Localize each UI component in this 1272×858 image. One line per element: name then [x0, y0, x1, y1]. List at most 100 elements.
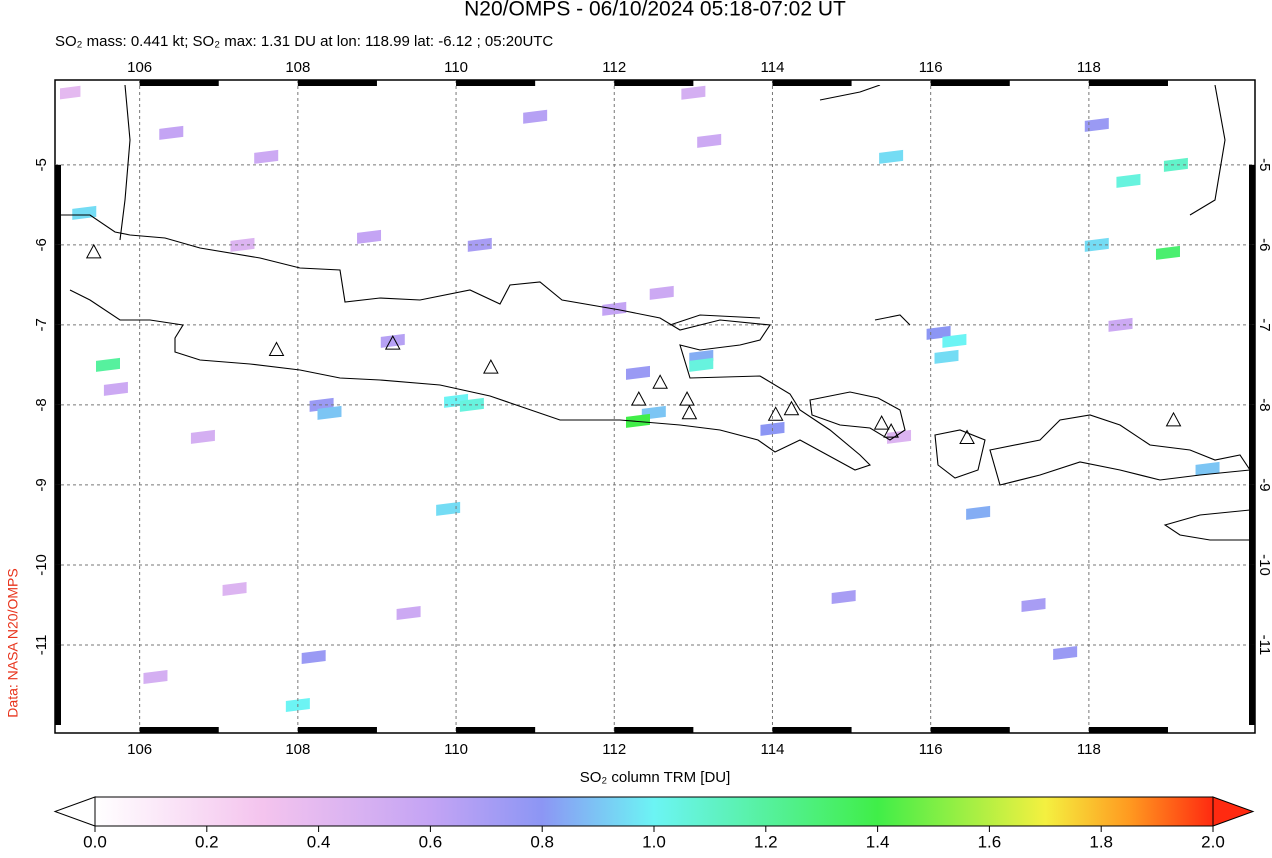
title: N20/OMPS - 06/10/2024 05:18-07:02 UT: [464, 0, 846, 21]
tick-bar: [930, 80, 1010, 86]
so2-pixel: [380, 333, 405, 348]
tick-bar: [55, 324, 61, 405]
tick-bar: [1088, 80, 1168, 86]
so2-pixel: [1084, 117, 1109, 132]
tick-bar: [55, 404, 61, 485]
tick-bar: [139, 727, 219, 733]
tick-bar: [297, 727, 377, 733]
so2-pixel: [222, 581, 247, 596]
y-tick-label-right: -10: [1256, 554, 1272, 576]
so2-pixel: [625, 365, 650, 380]
volcano: [630, 391, 647, 406]
so2-pixel: [190, 429, 215, 444]
tick-bar: [772, 727, 852, 733]
volcano: [652, 374, 668, 389]
volcano-layer: [85, 243, 1182, 445]
volcano: [681, 404, 698, 420]
colorbar-tick-label: 0.0: [83, 832, 107, 851]
volcano: [679, 391, 695, 406]
y-tick-label-right: -9: [1256, 478, 1272, 491]
pixel-layer: [60, 85, 1220, 712]
x-tick-label-top: 114: [761, 59, 785, 76]
so2-pixel: [95, 357, 120, 372]
tick-bar: [1249, 324, 1255, 405]
colorbar-label: SO₂ column TRM [DU]: [580, 769, 731, 786]
subtitle: SO₂ mass: 0.441 kt; SO₂ max: 1.31 DU at …: [55, 33, 553, 50]
colorbar-tick-label: 1.4: [866, 832, 890, 851]
so2-pixel: [942, 333, 967, 348]
so2-pixel: [159, 125, 184, 140]
so2-pixel: [1155, 245, 1180, 260]
x-tick-label-top: 118: [1077, 59, 1101, 76]
x-tick-label-bottom: 106: [127, 741, 152, 758]
tick-bar: [456, 727, 536, 733]
island-coasts: [669, 85, 1226, 326]
y-tick-label-left: -5: [33, 158, 50, 171]
volcano: [873, 415, 890, 430]
tick-bar: [1249, 644, 1255, 725]
so2-pixel: [103, 381, 128, 396]
tick-bar: [930, 727, 1010, 733]
lombok-coast: [934, 429, 986, 479]
y-tick-label-right: -11: [1256, 635, 1272, 656]
volcano: [483, 359, 499, 374]
colorbar-tick-label: 0.4: [307, 832, 331, 851]
tick-bar: [1249, 484, 1255, 565]
tick-bar: [55, 244, 61, 325]
colorbar-tick-label: 0.6: [419, 832, 443, 851]
tick-bar: [456, 80, 536, 86]
volcano: [959, 429, 975, 445]
colorbar-low-arrow: [53, 796, 96, 827]
so2-pixel: [523, 109, 548, 124]
y-tick-label-left: -9: [33, 478, 50, 491]
tick-bar: [297, 80, 377, 86]
sumba-coast: [1163, 509, 1250, 541]
so2-pixel: [879, 149, 904, 164]
so2-pixel: [1116, 173, 1141, 188]
x-tick-label-top: 112: [602, 59, 626, 76]
tick-bar: [614, 80, 694, 86]
y-tick-label-left: -7: [33, 318, 50, 331]
so2-pixel: [1195, 461, 1220, 476]
tick-bar: [1249, 244, 1255, 325]
colorbar-tick-label: 0.2: [195, 832, 219, 851]
colorbar: [94, 796, 1214, 827]
volcano: [268, 341, 285, 356]
sumbawa-coast: [989, 414, 1250, 486]
y-tick-label-left: -11: [33, 635, 50, 656]
so2-pixel: [1021, 597, 1046, 612]
so2-pixel: [467, 237, 492, 252]
colorbar-tick-label: 0.8: [530, 832, 554, 851]
java-coast: [60, 85, 872, 471]
x-tick-label-top: 116: [919, 59, 943, 76]
volcano: [1165, 411, 1182, 427]
so2-pixel: [436, 501, 461, 516]
colorbar-tick-label: 2.0: [1201, 832, 1225, 851]
tick-bar: [772, 80, 852, 86]
colorbar-tick-label: 1.6: [978, 832, 1002, 851]
tick-bar: [1249, 564, 1255, 645]
volcano: [883, 423, 899, 438]
so2-pixel: [1084, 237, 1109, 252]
credit: Data: NASA N20/OMPS: [5, 568, 21, 717]
y-tick-label-right: -6: [1256, 238, 1272, 251]
so2-pixel: [396, 605, 421, 620]
so2-pixel: [697, 133, 722, 148]
so2-pixel: [357, 229, 382, 244]
colorbar-tick-label: 1.8: [1089, 832, 1113, 851]
so2-pixel: [254, 149, 279, 164]
volcano: [384, 335, 401, 350]
tick-bar: [1088, 727, 1168, 733]
tick-bar: [1249, 164, 1255, 245]
tick-bar: [139, 80, 219, 86]
y-tick-label-left: -8: [33, 398, 50, 411]
x-tick-label-top: 106: [127, 59, 152, 76]
volcano: [767, 406, 784, 421]
colorbar-tick-label: 1.0: [642, 832, 666, 851]
x-tick-label-top: 108: [285, 59, 310, 76]
y-tick-label-right: -7: [1256, 318, 1272, 331]
x-tick-label-bottom: 110: [444, 741, 468, 758]
tick-bar: [55, 564, 61, 645]
so2-pixel: [649, 285, 674, 300]
